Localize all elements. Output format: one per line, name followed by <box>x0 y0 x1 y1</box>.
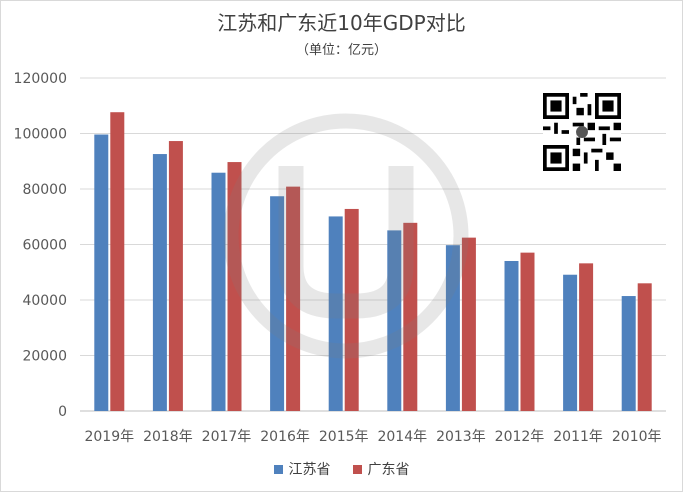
x-tick-label: 2017年 <box>202 429 252 445</box>
bar-guangdong <box>227 162 242 411</box>
x-tick-label: 2014年 <box>377 429 427 445</box>
legend-item-jiangsu: 江苏省 <box>273 459 331 479</box>
x-tick-label: 2015年 <box>319 429 369 445</box>
x-tick-label: 2018年 <box>143 429 193 445</box>
bar-jiangsu <box>328 216 343 411</box>
bar-guangdong <box>520 252 535 411</box>
x-tick-label: 2010年 <box>612 429 662 445</box>
y-tick-label: 0 <box>58 404 67 420</box>
bar-guangdong <box>168 141 183 412</box>
bar-jiangsu <box>563 274 578 411</box>
legend-swatch-guangdong <box>352 464 362 474</box>
x-tick-label: 2013年 <box>436 429 486 445</box>
bar-jiangsu <box>211 172 226 411</box>
bar-jiangsu <box>387 230 402 411</box>
bar-guangdong <box>344 208 359 411</box>
bar-jiangsu <box>270 196 285 411</box>
y-tick-label: 100000 <box>14 127 67 143</box>
x-tick-label: 2019年 <box>84 429 134 445</box>
bar-guangdong <box>110 112 125 411</box>
qr-code-icon <box>543 93 621 171</box>
bar-guangdong <box>461 237 476 411</box>
y-tick-label: 120000 <box>14 71 67 87</box>
y-tick-label: 40000 <box>22 293 67 309</box>
legend-label-guangdong: 广东省 <box>367 462 410 478</box>
bar-jiangsu <box>94 134 109 412</box>
bar-guangdong <box>286 186 301 411</box>
y-tick-label: 20000 <box>22 349 67 365</box>
chart-title: 江苏和广东近10年GDP对比 <box>217 11 466 35</box>
bar-jiangsu <box>621 296 636 411</box>
chart-legend: 江苏省 广东省 <box>1 459 682 479</box>
bar-guangdong <box>403 222 418 411</box>
bar-jiangsu <box>504 260 519 411</box>
bar-jiangsu <box>445 245 460 411</box>
legend-item-guangdong: 广东省 <box>352 459 410 479</box>
x-tick-label: 2012年 <box>495 429 545 445</box>
legend-swatch-jiangsu <box>273 464 283 474</box>
bar-jiangsu <box>152 154 167 411</box>
x-tick-label: 2016年 <box>260 429 310 445</box>
y-tick-label: 60000 <box>22 238 67 254</box>
y-tick-label: 80000 <box>22 182 67 198</box>
bar-guangdong <box>637 283 652 411</box>
bar-guangdong <box>579 263 594 411</box>
legend-label-jiangsu: 江苏省 <box>288 462 331 478</box>
chart-subtitle: （单位：亿元） <box>295 43 387 58</box>
x-tick-label: 2011年 <box>553 429 603 445</box>
